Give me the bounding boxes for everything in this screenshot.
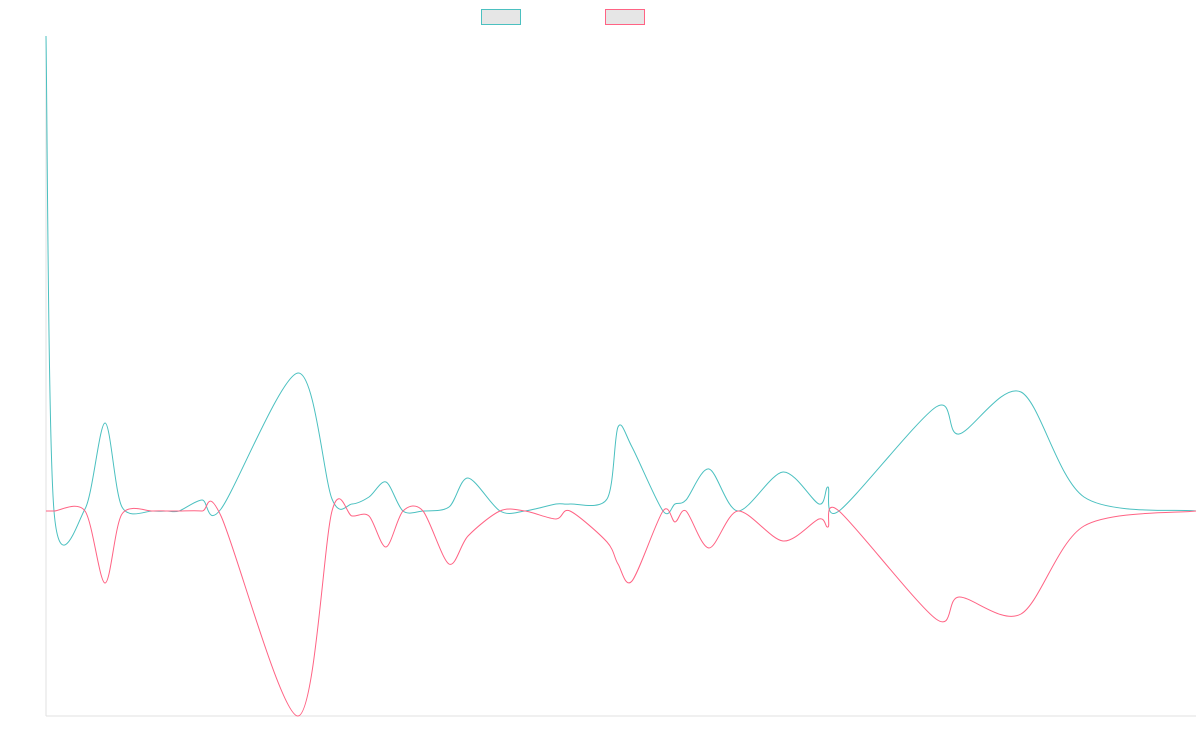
chart-axes [45, 36, 1196, 717]
series-layer [45, 35, 1197, 717]
series-line-a [45, 35, 1197, 546]
legend-swatch-series-a[interactable] [481, 9, 521, 25]
legend-swatch-series-b[interactable] [605, 9, 645, 25]
series-line-b [46, 498, 1197, 717]
